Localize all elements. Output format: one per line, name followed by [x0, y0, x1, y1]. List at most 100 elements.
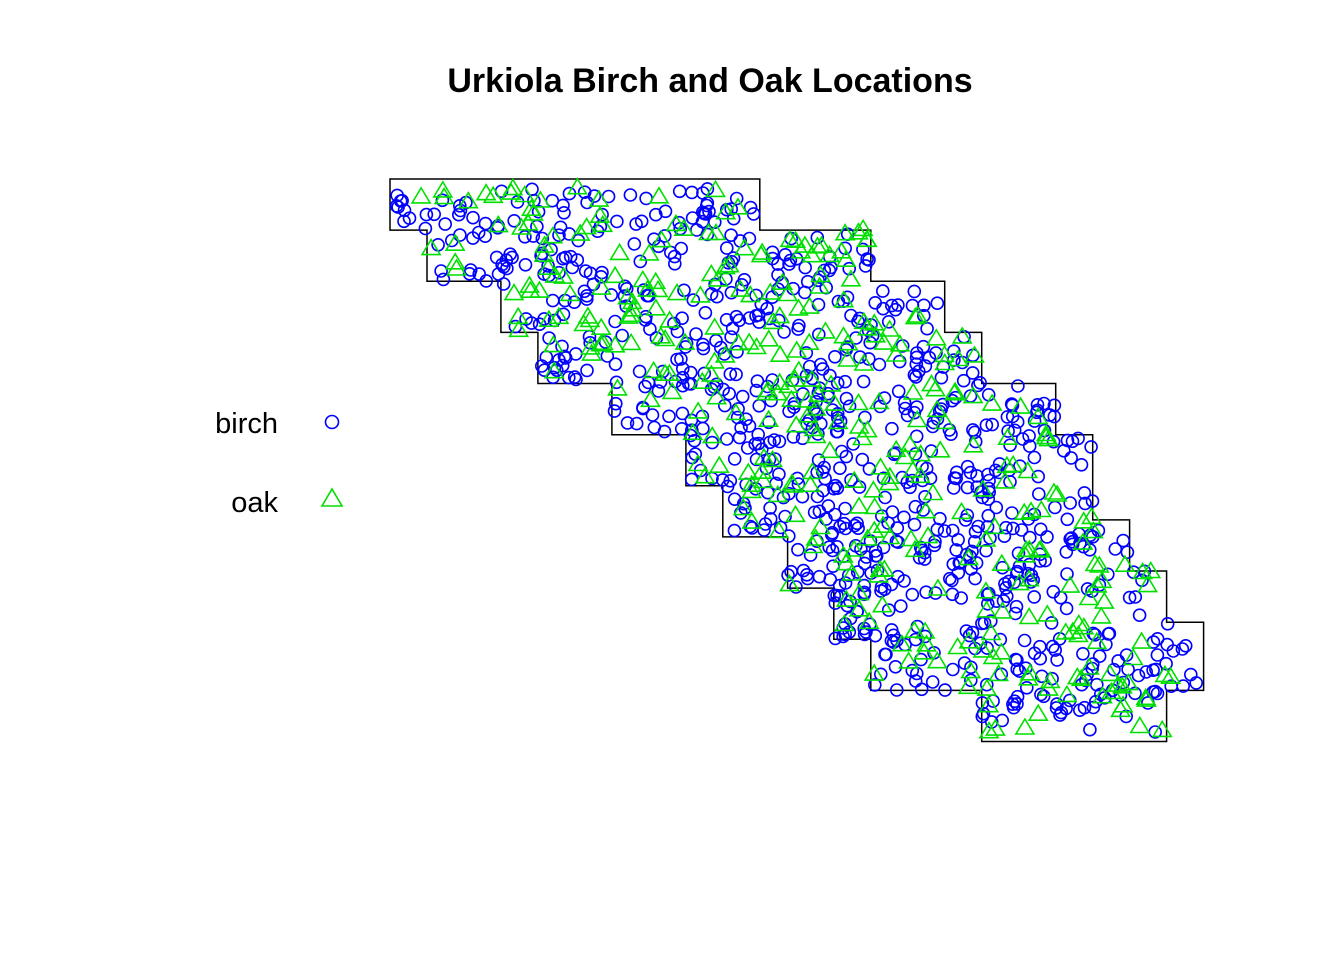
- oak-point: [958, 548, 980, 566]
- oak-point: [994, 471, 1016, 489]
- oak-point: [487, 215, 509, 233]
- birch-point: [862, 253, 876, 267]
- oak-point: [762, 449, 783, 468]
- birch-point: [675, 378, 690, 393]
- birch-point: [709, 377, 724, 392]
- birch-point: [917, 545, 932, 560]
- birch-point: [719, 432, 734, 446]
- oak-point: [592, 332, 614, 351]
- oak-point: [1010, 396, 1032, 414]
- oak-point: [620, 304, 642, 323]
- birch-point: [607, 404, 622, 418]
- oak-point: [810, 264, 832, 283]
- birch-point: [963, 673, 978, 688]
- oak-point: [457, 191, 479, 209]
- oak-point: [1086, 631, 1108, 650]
- birch-point: [847, 518, 862, 533]
- birch-point: [762, 435, 777, 450]
- oak-point: [1082, 521, 1104, 539]
- oak-point: [962, 386, 984, 404]
- birch-point: [724, 285, 739, 300]
- birch-point: [1065, 434, 1080, 449]
- birch-point: [907, 517, 922, 532]
- birch-point: [667, 256, 682, 271]
- oak-point: [1101, 681, 1122, 700]
- oak-point: [984, 516, 1006, 535]
- birch-point: [1116, 533, 1130, 548]
- oak-point: [687, 401, 709, 419]
- birch-point: [828, 349, 842, 364]
- oak-point: [725, 402, 747, 421]
- oak-point: [658, 363, 680, 382]
- oak-point: [1008, 573, 1030, 591]
- oak-point: [651, 230, 673, 248]
- birch-point: [594, 269, 608, 284]
- birch-point: [942, 423, 957, 437]
- oak-point: [879, 319, 901, 337]
- birch-point: [563, 249, 578, 264]
- birch-point: [452, 199, 467, 213]
- oak-point: [976, 678, 998, 696]
- oak-point: [777, 283, 799, 302]
- birch-point: [889, 683, 904, 697]
- birch-point: [687, 433, 702, 448]
- birch-point: [697, 206, 711, 221]
- oak-point: [772, 272, 794, 291]
- birch-point: [686, 293, 701, 307]
- birch-point: [919, 585, 933, 600]
- birch-point: [949, 471, 964, 486]
- birch-point: [609, 375, 624, 390]
- oak-point: [665, 213, 687, 232]
- birch-point: [1036, 689, 1051, 704]
- oak-point: [769, 306, 791, 324]
- chart-title: Urkiola Birch and Oak Locations: [447, 62, 972, 100]
- oak-point: [868, 391, 890, 410]
- oak-point: [475, 183, 497, 201]
- oak-point: [622, 299, 644, 317]
- birch-point: [1050, 697, 1064, 711]
- birch-point: [811, 327, 826, 342]
- birch-point: [577, 284, 592, 299]
- oak-point: [1073, 617, 1095, 635]
- birch-point: [519, 312, 533, 326]
- birch-point: [850, 565, 865, 579]
- birch-point: [1176, 679, 1190, 693]
- birch-point: [789, 580, 803, 594]
- oak-point: [1043, 482, 1065, 500]
- oak-point: [1056, 684, 1078, 703]
- birch-point: [897, 510, 911, 525]
- birch-point: [1022, 429, 1036, 443]
- oak-point: [863, 663, 885, 681]
- birch-point: [825, 543, 840, 558]
- oak-point: [482, 185, 504, 204]
- birch-point: [685, 450, 700, 465]
- study-area-boundary: [389, 178, 1205, 743]
- birch-point: [827, 588, 842, 603]
- birch-point: [830, 410, 845, 425]
- oak-point: [714, 345, 736, 363]
- oak-point: [1055, 622, 1077, 640]
- oak-point: [865, 325, 887, 343]
- oak-point: [433, 187, 455, 205]
- oak-point: [640, 389, 661, 408]
- oak-point: [975, 529, 997, 547]
- oak-point: [714, 257, 736, 275]
- birch-point: [973, 375, 987, 390]
- oak-point: [1078, 657, 1100, 675]
- birch-point: [732, 313, 747, 328]
- oak-point: [891, 634, 913, 652]
- oak-point: [957, 676, 979, 695]
- oak-point: [972, 479, 994, 497]
- birch-point: [975, 709, 990, 724]
- oak-point: [768, 520, 790, 539]
- oak-point: [590, 277, 612, 295]
- oak-point: [700, 364, 722, 382]
- oak-point: [926, 399, 948, 418]
- oak-point: [847, 222, 869, 240]
- birch-point: [651, 384, 666, 398]
- birch-point: [648, 207, 663, 222]
- birch-point: [610, 214, 624, 229]
- birch-point: [891, 384, 906, 399]
- oak-point: [917, 526, 939, 544]
- birch-point: [857, 556, 872, 571]
